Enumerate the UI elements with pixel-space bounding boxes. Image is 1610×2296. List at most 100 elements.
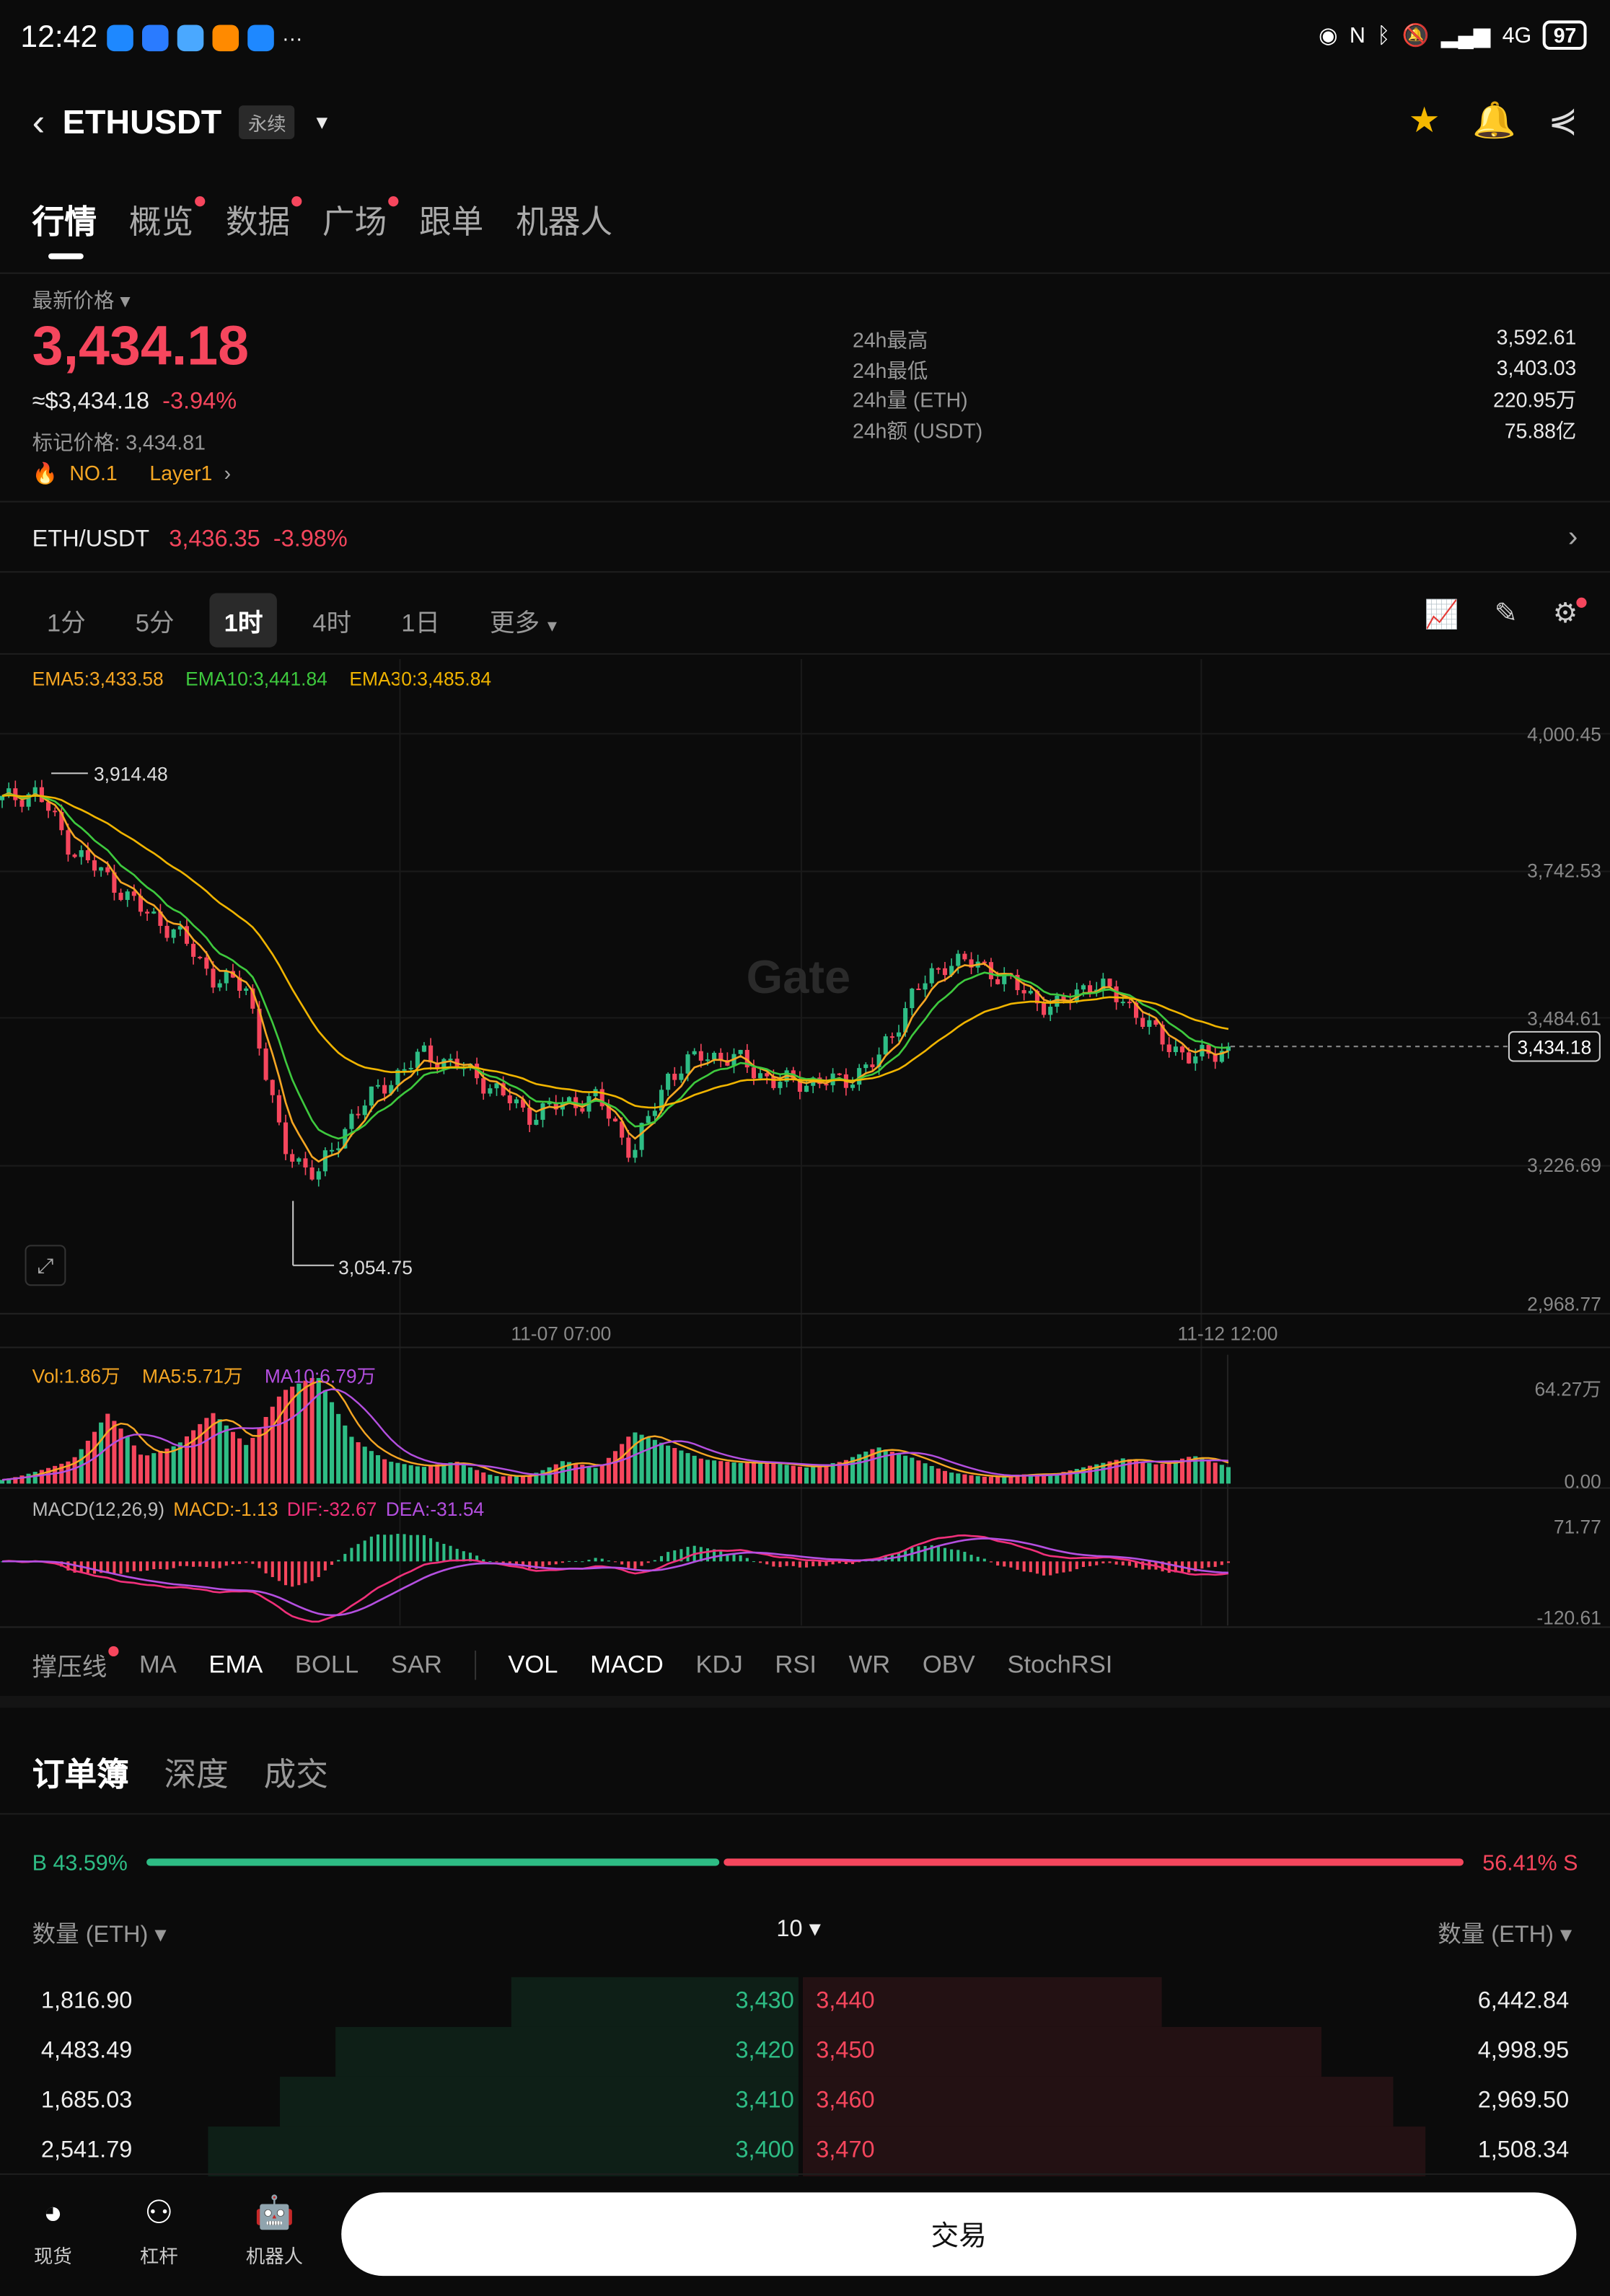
orderbook-row[interactable]: 2,541.79 3,400 3,470 1,508.34 bbox=[0, 2127, 1610, 2177]
tab-1[interactable]: 概览 bbox=[129, 196, 206, 243]
nav-spot[interactable]: ◕ 现货 bbox=[34, 2194, 72, 2269]
volume-bar bbox=[270, 1406, 275, 1484]
orderbook-row[interactable]: 1,816.90 3,430 3,440 6,442.84 bbox=[0, 1977, 1610, 2027]
indicator-sub-2[interactable]: KDJ bbox=[695, 1649, 743, 1678]
ema-legend: EMA5:3,433.58 EMA10:3,441.84 EMA30:3,485… bbox=[32, 668, 491, 689]
macd-histogram-bar bbox=[369, 1536, 373, 1562]
interval-1[interactable]: 5分 bbox=[135, 609, 175, 637]
sector-tag[interactable]: Layer1 bbox=[149, 461, 213, 485]
tab-4[interactable]: 跟单 bbox=[418, 203, 484, 241]
volume-bar bbox=[204, 1418, 209, 1484]
last-price-selector[interactable]: 最新价格 ▾ bbox=[32, 288, 131, 312]
macd-histogram-bar bbox=[1194, 1561, 1197, 1572]
indicator-sub-5[interactable]: OBV bbox=[922, 1649, 975, 1678]
macd-histogram-bar bbox=[1114, 1561, 1118, 1565]
indicator-sub-0[interactable]: VOL bbox=[508, 1649, 558, 1678]
volume-bar bbox=[26, 1473, 31, 1484]
chart-settings-gear-icon[interactable]: ⚙ bbox=[1553, 597, 1587, 633]
indicator-main-2[interactable]: EMA bbox=[208, 1649, 263, 1678]
interval-5[interactable]: 更多 ▼ bbox=[490, 609, 560, 637]
indicator-sub-6[interactable]: StochRSI bbox=[1007, 1649, 1113, 1678]
volume-bar bbox=[824, 1464, 829, 1484]
indicator-sub-1[interactable]: MACD bbox=[590, 1649, 664, 1678]
interval-2[interactable]: 1时 bbox=[209, 593, 278, 648]
macd-histogram-bar bbox=[732, 1555, 736, 1562]
interval-4[interactable]: 1日 bbox=[401, 609, 440, 637]
orderbook-tab-2[interactable]: 成交 bbox=[263, 1756, 329, 1793]
main-tabs: 行情 概览 数据 广场 跟单 机器人 bbox=[32, 196, 612, 243]
tab-0[interactable]: 行情 bbox=[32, 203, 97, 241]
macd-histogram-bar bbox=[356, 1544, 360, 1562]
volume-bar bbox=[1160, 1463, 1165, 1484]
back-icon[interactable]: ‹ bbox=[32, 100, 45, 144]
macd-histogram-bar bbox=[594, 1558, 597, 1562]
indicator-icon[interactable]: 📈 bbox=[1424, 600, 1459, 632]
volume-bar bbox=[1021, 1474, 1026, 1484]
draw-pen-icon[interactable]: ✎ bbox=[1494, 599, 1518, 630]
orderbook-tab-1[interactable]: 深度 bbox=[164, 1756, 229, 1793]
candle bbox=[488, 1088, 493, 1094]
volume-bar bbox=[843, 1460, 848, 1484]
macd-histogram-bar bbox=[429, 1538, 433, 1562]
ask-qty: 4,998.95 bbox=[1477, 2039, 1570, 2064]
indicator-main-4[interactable]: SAR bbox=[390, 1649, 442, 1678]
macd-histogram-bar bbox=[146, 1561, 149, 1571]
fullscreen-expand-icon[interactable]: ⤢ bbox=[25, 1245, 66, 1286]
volume-bar bbox=[1088, 1465, 1093, 1484]
buy-ratio: B 43.59% bbox=[32, 1851, 128, 1876]
macd-histogram-bar bbox=[1009, 1561, 1013, 1568]
tab-5[interactable]: 机器人 bbox=[516, 203, 613, 241]
trade-button[interactable]: 交易 bbox=[341, 2192, 1577, 2277]
indicator-main-0[interactable]: 撑压线 bbox=[32, 1646, 119, 1683]
candle bbox=[26, 794, 31, 807]
share-icon[interactable]: ⋞ bbox=[1548, 101, 1578, 141]
indicator-sub-4[interactable]: WR bbox=[848, 1649, 891, 1678]
indicator-sub-3[interactable]: RSI bbox=[775, 1649, 817, 1678]
price-chart[interactable]: Gate 4,000.45 3,742.53 3,484.61 3,226.69 2,96… bbox=[0, 0, 1610, 1633]
volume-bar bbox=[870, 1449, 875, 1484]
macd-histogram-bar bbox=[198, 1561, 202, 1567]
favorite-star-icon[interactable]: ★ bbox=[1408, 101, 1440, 141]
qty-left-selector[interactable]: 数量 (ETH) ▾ bbox=[32, 1922, 167, 1948]
symbol-title[interactable]: ETHUSDT bbox=[62, 102, 222, 141]
volume-bar bbox=[1081, 1467, 1086, 1484]
interval-3[interactable]: 4时 bbox=[312, 609, 352, 637]
orderbook-row[interactable]: 1,685.03 3,410 3,460 2,969.50 bbox=[0, 2076, 1610, 2127]
macd-histogram-bar bbox=[178, 1561, 182, 1566]
sell-ratio-fill bbox=[723, 1858, 1464, 1866]
nav-robot[interactable]: 🤖 机器人 bbox=[246, 2194, 303, 2269]
macd-histogram-bar bbox=[600, 1558, 604, 1562]
indicator-main-3[interactable]: BOLL bbox=[294, 1649, 359, 1678]
interval-0[interactable]: 1分 bbox=[46, 609, 86, 637]
macd-histogram-bar bbox=[211, 1561, 215, 1569]
orderbook-tab-0[interactable]: 订单簿 bbox=[32, 1756, 129, 1793]
volume-bar bbox=[534, 1472, 539, 1484]
price-alert-bell-icon[interactable]: 🔔 bbox=[1472, 101, 1516, 141]
macd-histogram-bar bbox=[442, 1543, 446, 1562]
nav-margin[interactable]: ⚇ 杠杆 bbox=[140, 2194, 178, 2269]
tab-3[interactable]: 广场 bbox=[322, 196, 399, 243]
spot-pair-row[interactable]: ETH/USDT 3,436.35 -3.98% › bbox=[32, 521, 1578, 554]
qty-right-selector[interactable]: 数量 (ETH) ▾ bbox=[1438, 1922, 1572, 1948]
volume-bar bbox=[415, 1466, 420, 1484]
tab-2[interactable]: 数据 bbox=[226, 196, 302, 243]
indicator-main-1[interactable]: MA bbox=[138, 1649, 177, 1678]
orderbook-row[interactable]: 4,483.49 3,420 3,450 4,998.95 bbox=[0, 2026, 1610, 2077]
volume-bar bbox=[309, 1377, 314, 1484]
macd-histogram-bar bbox=[205, 1561, 208, 1567]
interval-tabs: 1分 5分 1时 4时 1日 更多 ▼ bbox=[32, 593, 575, 648]
macd-histogram-bar bbox=[224, 1561, 228, 1566]
volume-bar bbox=[1206, 1460, 1211, 1484]
macd-histogram-bar bbox=[390, 1535, 393, 1562]
macd-histogram-bar bbox=[1075, 1561, 1078, 1570]
indicator-divider bbox=[474, 1649, 476, 1679]
rank-tags[interactable]: 🔥 NO.1 Layer1 › bbox=[32, 462, 231, 487]
volume-legend: Vol:1.86万 MA5:5.71万 MA10:6.79万 bbox=[32, 1361, 376, 1389]
candle bbox=[1140, 1017, 1145, 1028]
macd-histogram-bar bbox=[1042, 1561, 1046, 1576]
depth-selector[interactable]: 10 ▾ bbox=[776, 1917, 821, 1943]
stat-row: 24h最高 3,592.61 bbox=[853, 325, 1576, 356]
volume-bar bbox=[45, 1467, 51, 1484]
symbol-dropdown-icon[interactable]: ▼ bbox=[312, 111, 332, 133]
volume-bar bbox=[1034, 1474, 1039, 1484]
